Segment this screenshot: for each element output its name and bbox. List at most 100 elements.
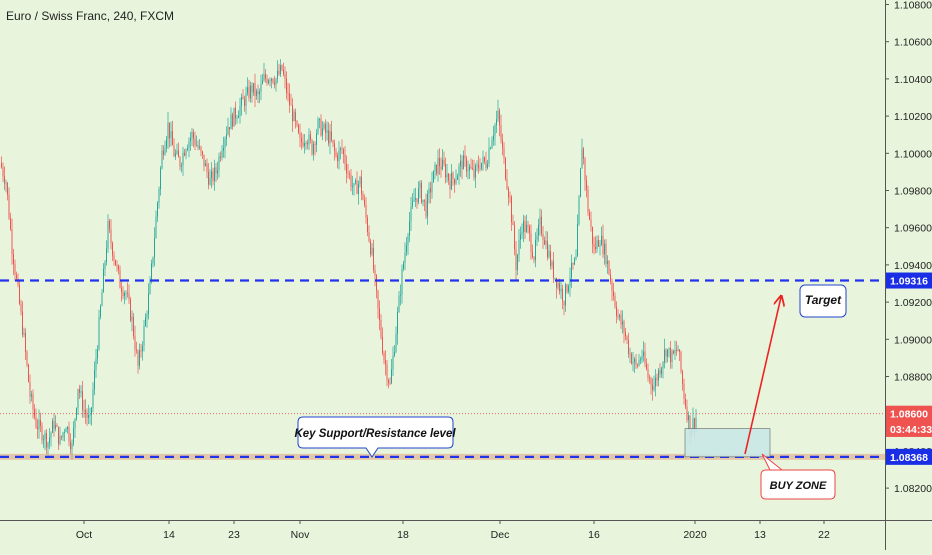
candle-body	[163, 150, 164, 155]
candle-body	[13, 253, 14, 265]
candle-body	[335, 151, 337, 156]
candle-body	[613, 291, 614, 297]
candle-body	[316, 133, 317, 145]
candle-body	[592, 226, 593, 244]
candle-body	[109, 220, 110, 230]
candle-body	[668, 348, 670, 350]
x-tick-label: Oct	[76, 529, 92, 541]
candle-body	[647, 369, 649, 378]
candle-body	[250, 85, 251, 99]
candle-body	[239, 105, 241, 116]
candle-body	[104, 262, 106, 269]
candle-body	[142, 345, 143, 352]
candle-body	[533, 257, 535, 261]
candle-body	[26, 351, 28, 365]
candle-body	[304, 143, 305, 147]
candle-body	[58, 426, 59, 444]
candle-body	[226, 134, 227, 139]
candle-body	[134, 336, 136, 350]
candle-body	[595, 246, 596, 250]
x-tick-label: Dec	[491, 529, 510, 541]
candle-body	[329, 131, 331, 144]
candle-body	[532, 251, 533, 258]
candle-body	[476, 164, 478, 166]
key-level-callout[interactable]	[297, 416, 454, 458]
candle-body	[571, 262, 572, 278]
candle-body	[41, 425, 43, 441]
target-arrow[interactable]	[744, 297, 781, 455]
drawing-overlays[interactable]: Target Key Support/Resistance level BUY ZO…	[294, 284, 847, 500]
candle-body	[112, 243, 113, 256]
candle-body	[194, 138, 196, 146]
candle-body	[154, 238, 155, 258]
candle-body	[415, 198, 416, 200]
candle-body	[442, 159, 443, 170]
candle-body	[542, 233, 544, 240]
candle-body	[49, 437, 50, 443]
candle-body	[143, 325, 145, 346]
candle-body	[38, 419, 40, 430]
candle-body	[23, 332, 25, 335]
candle-body	[403, 263, 404, 269]
candle-body	[416, 198, 418, 203]
y-tick-label: 1.08800	[894, 372, 932, 384]
candle-body	[61, 436, 62, 438]
candle-body	[173, 145, 175, 157]
x-tick-label: Nov	[291, 529, 310, 541]
candle-body	[682, 371, 683, 384]
candle-body	[644, 351, 646, 364]
candle-body	[311, 140, 313, 155]
y-tick-label: 1.10400	[894, 74, 932, 86]
candle-body	[596, 240, 598, 250]
candle-body	[152, 257, 154, 264]
candle-body	[586, 180, 587, 190]
candle-body	[164, 147, 166, 155]
candle-body	[172, 131, 173, 146]
candle-body	[94, 369, 95, 390]
candle-body	[158, 189, 160, 203]
candle-body	[689, 415, 691, 436]
candle-body	[559, 283, 560, 292]
candle-body	[85, 409, 86, 414]
candle-body	[224, 138, 226, 148]
candle-body	[274, 82, 275, 85]
candle-body	[494, 125, 496, 136]
candle-body	[538, 224, 539, 236]
candle-body	[556, 277, 557, 288]
candle-body	[676, 350, 677, 352]
candle-body	[503, 147, 505, 159]
candle-body	[103, 268, 104, 293]
candle-body	[433, 170, 434, 183]
candle-body	[410, 206, 412, 222]
candle-body	[262, 80, 263, 85]
candle-body	[412, 201, 413, 207]
candle-body	[379, 308, 380, 321]
candle-body	[5, 182, 7, 184]
candle-body	[502, 139, 503, 148]
candle-body	[374, 269, 376, 276]
buy-zone-callout[interactable]	[760, 453, 836, 500]
candle-body	[236, 117, 238, 119]
candle-body	[488, 148, 490, 164]
candle-body	[587, 189, 589, 213]
candle-body	[520, 234, 521, 240]
candle-body	[292, 105, 293, 122]
candle-body	[593, 243, 595, 247]
candle-body	[478, 164, 479, 169]
candle-body	[308, 134, 310, 145]
candle-body	[496, 119, 497, 126]
buy-zone-box[interactable]	[684, 428, 771, 458]
candle-body	[583, 148, 584, 159]
candle-body	[535, 239, 536, 261]
candle-body	[548, 251, 550, 258]
candle-body	[253, 82, 254, 93]
candle-body	[391, 369, 392, 384]
candle-body	[539, 216, 541, 225]
candle-body	[232, 114, 233, 127]
candle-body	[334, 143, 335, 152]
candle-body	[581, 148, 583, 169]
target-callout[interactable]	[799, 284, 847, 318]
candle-body	[115, 259, 116, 266]
